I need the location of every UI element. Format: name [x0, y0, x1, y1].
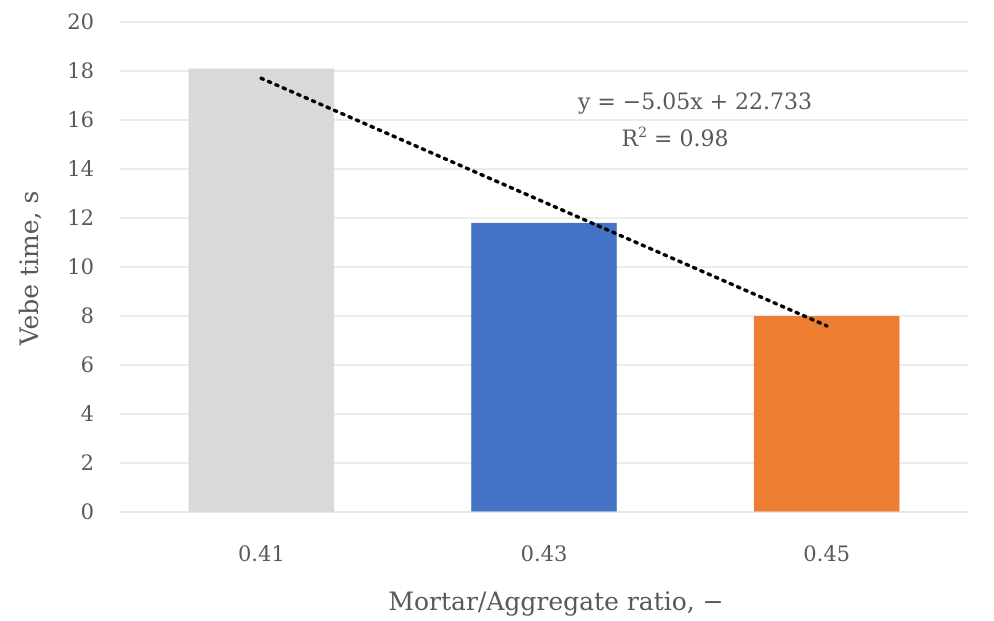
trendline-equation: y = −5.05x + 22.733	[577, 90, 812, 115]
trendline	[259, 76, 829, 328]
y-tick-label: 10	[67, 255, 94, 279]
y-tick-label: 12	[67, 206, 94, 230]
bar-0.41	[188, 68, 335, 513]
y-tick-label: 2	[81, 451, 94, 475]
bar-0.45	[753, 316, 900, 512]
y-tick-label: 20	[67, 10, 94, 34]
r-squared-superscript: 2	[638, 125, 647, 141]
y-tick-label: 6	[81, 353, 94, 377]
r-squared-label: R2 = 0.98	[622, 125, 729, 152]
x-tick-label: 0.41	[238, 542, 285, 566]
y-tick-label: 16	[67, 108, 94, 132]
y-tick-label: 8	[81, 304, 94, 328]
r-squared-value: = 0.98	[647, 127, 728, 152]
r-squared-r: R	[622, 127, 640, 152]
bar-0.43	[471, 222, 617, 512]
y-tick-label: 4	[81, 402, 94, 426]
y-tick-label: 14	[67, 157, 94, 181]
x-tick-label: 0.45	[803, 542, 850, 566]
x-axis-ticks: 0.41 0.43 0.45	[238, 542, 850, 566]
y-tick-label: 0	[81, 500, 94, 524]
y-axis-ticks: 0 2 4 6 8 10 12 14 16 18 20	[67, 10, 94, 524]
x-axis-title: Mortar/Aggregate ratio, −	[388, 587, 723, 616]
y-tick-label: 18	[67, 59, 94, 83]
y-axis-title: Vebe time, s	[15, 191, 44, 347]
x-tick-label: 0.43	[521, 542, 568, 566]
bars	[188, 68, 900, 513]
